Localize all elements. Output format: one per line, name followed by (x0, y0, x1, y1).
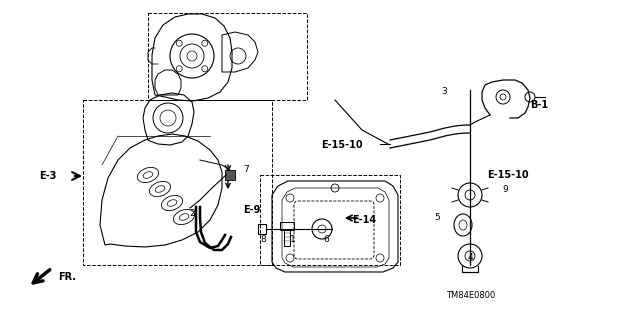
Text: 4: 4 (467, 254, 473, 263)
Text: B-1: B-1 (530, 100, 548, 110)
Text: 6: 6 (323, 235, 329, 244)
Bar (284, 230, 290, 246)
Bar (280, 222, 294, 230)
Text: E-9: E-9 (243, 205, 260, 215)
Text: 2: 2 (189, 209, 195, 218)
Text: 5: 5 (434, 213, 440, 222)
Bar (83, 100, 272, 265)
Text: E-14: E-14 (352, 215, 376, 225)
Bar (225, 170, 235, 180)
Text: 7: 7 (243, 166, 249, 174)
Text: 9: 9 (502, 186, 508, 195)
Text: 8: 8 (260, 235, 266, 244)
Bar (258, 224, 266, 234)
Bar (260, 175, 400, 265)
Text: E-15-10: E-15-10 (321, 140, 363, 150)
Text: E-3: E-3 (40, 171, 57, 181)
Bar (148, 13, 307, 100)
Text: FR.: FR. (58, 272, 76, 282)
Text: 3: 3 (441, 87, 447, 97)
Text: E-15-10: E-15-10 (487, 170, 529, 180)
Text: 1: 1 (290, 235, 296, 244)
Text: TM84E0800: TM84E0800 (446, 291, 495, 300)
